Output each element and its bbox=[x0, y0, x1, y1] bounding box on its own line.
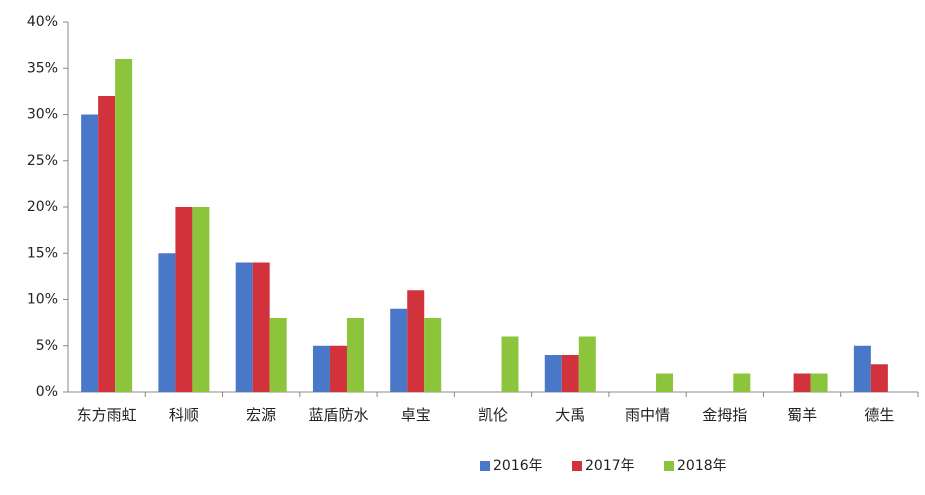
bar bbox=[235, 262, 253, 392]
y-tick-label: 40% bbox=[27, 14, 58, 30]
legend-label: 2018年 bbox=[677, 458, 727, 474]
bar bbox=[424, 318, 442, 392]
y-tick-label: 30% bbox=[27, 107, 58, 123]
y-tick-label: 0% bbox=[36, 384, 58, 400]
x-tick-label: 凯伦 bbox=[478, 406, 508, 424]
x-tick-label: 金拇指 bbox=[702, 406, 747, 424]
bar bbox=[793, 373, 811, 392]
bar bbox=[733, 373, 751, 392]
bar bbox=[175, 207, 193, 392]
bar bbox=[561, 355, 579, 392]
y-tick-label: 20% bbox=[27, 199, 58, 215]
bar bbox=[329, 345, 347, 392]
bar bbox=[390, 308, 408, 392]
legend-swatch bbox=[480, 461, 490, 471]
legend-label: 2016年 bbox=[493, 458, 543, 474]
y-tick-label: 35% bbox=[27, 60, 58, 76]
bar bbox=[544, 355, 562, 392]
y-tick-label: 15% bbox=[27, 245, 58, 261]
bar bbox=[312, 345, 330, 392]
y-tick-label: 25% bbox=[27, 153, 58, 169]
bar bbox=[870, 364, 888, 392]
x-tick-label: 卓宝 bbox=[401, 406, 431, 424]
bar bbox=[853, 345, 871, 392]
bar bbox=[115, 59, 133, 392]
bar bbox=[346, 318, 364, 392]
bar bbox=[98, 96, 116, 392]
legend-swatch bbox=[572, 461, 582, 471]
bar bbox=[269, 318, 287, 392]
x-tick-label: 宏源 bbox=[246, 406, 276, 424]
bar bbox=[81, 114, 99, 392]
bar bbox=[252, 262, 270, 392]
x-tick-label: 科顺 bbox=[169, 406, 199, 424]
x-tick-label: 大禹 bbox=[555, 406, 585, 424]
bar bbox=[192, 207, 210, 392]
bar bbox=[656, 373, 674, 392]
bar bbox=[578, 336, 596, 392]
bar bbox=[810, 373, 828, 392]
x-tick-label: 蓝盾防水 bbox=[308, 406, 368, 424]
bar bbox=[407, 290, 425, 392]
y-tick-label: 10% bbox=[27, 292, 58, 308]
bar bbox=[158, 253, 176, 392]
legend-swatch bbox=[664, 461, 674, 471]
y-tick-label: 5% bbox=[36, 338, 58, 354]
bar bbox=[501, 336, 519, 392]
x-tick-label: 雨中情 bbox=[625, 406, 670, 424]
x-tick-label: 蜀羊 bbox=[787, 406, 817, 424]
x-tick-label: 德生 bbox=[864, 406, 894, 424]
legend-label: 2017年 bbox=[585, 458, 635, 474]
x-tick-label: 东方雨虹 bbox=[77, 406, 137, 424]
